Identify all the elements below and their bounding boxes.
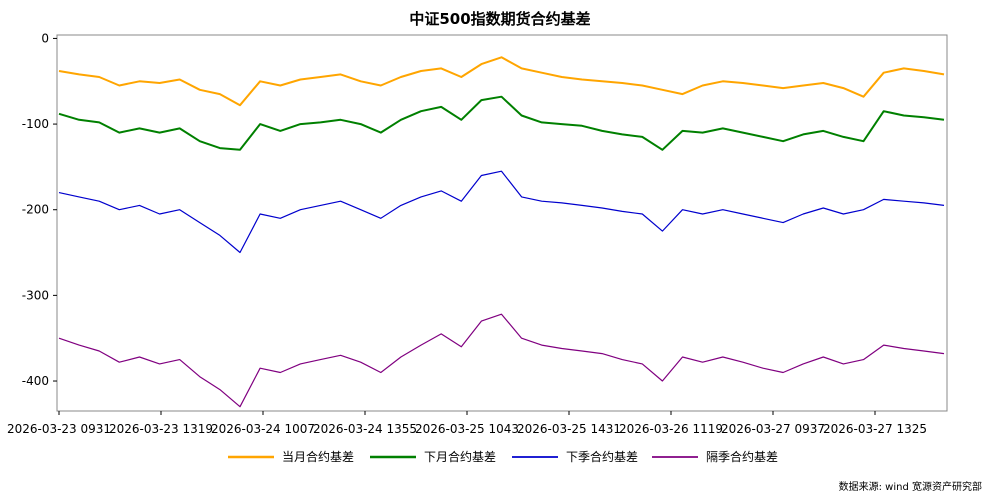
x-tick-label: 2026-03-24 1355 — [313, 422, 417, 436]
x-tick-label: 2026-03-27 1325 — [823, 422, 927, 436]
y-tick-label: -300 — [22, 288, 49, 302]
legend-label: 下季合约基差 — [566, 449, 638, 464]
series-line-1 — [58, 56, 945, 107]
series-line-2 — [58, 95, 945, 151]
source-note: 数据来源: wind 宽源资产研究部 — [838, 482, 982, 493]
y-tick-label: -400 — [22, 374, 49, 388]
legend-label: 下月合约基差 — [424, 449, 496, 464]
y-tick-label: 0 — [41, 31, 49, 45]
y-tick-label: -100 — [22, 117, 49, 131]
x-tick-label: 2026-03-23 1319 — [109, 422, 213, 436]
series-line-3 — [58, 170, 945, 254]
chart-title: 中证500指数期货合约基差 — [409, 10, 591, 28]
legend-label: 隔季合约基差 — [706, 449, 778, 464]
y-tick-label: -200 — [22, 203, 49, 217]
y-axis: 0 -100 -200 -300 -400 — [22, 31, 57, 388]
x-tick-label: 2026-03-23 0931 — [7, 422, 111, 436]
x-tick-label: 2026-03-25 1043 — [415, 422, 519, 436]
x-tick-label: 2026-03-25 1431 — [517, 422, 621, 436]
legend: 当月合约基差 下月合约基差 下季合约基差 隔季合约基差 — [228, 449, 778, 464]
legend-label: 当月合约基差 — [282, 449, 354, 464]
series-line-4 — [58, 313, 945, 408]
x-tick-label: 2026-03-24 1007 — [211, 422, 315, 436]
x-tick-label: 2026-03-26 1119 — [619, 422, 723, 436]
x-tick-label: 2026-03-27 0937 — [721, 422, 825, 436]
plot-frame — [56, 34, 948, 412]
series-layer — [58, 56, 945, 408]
